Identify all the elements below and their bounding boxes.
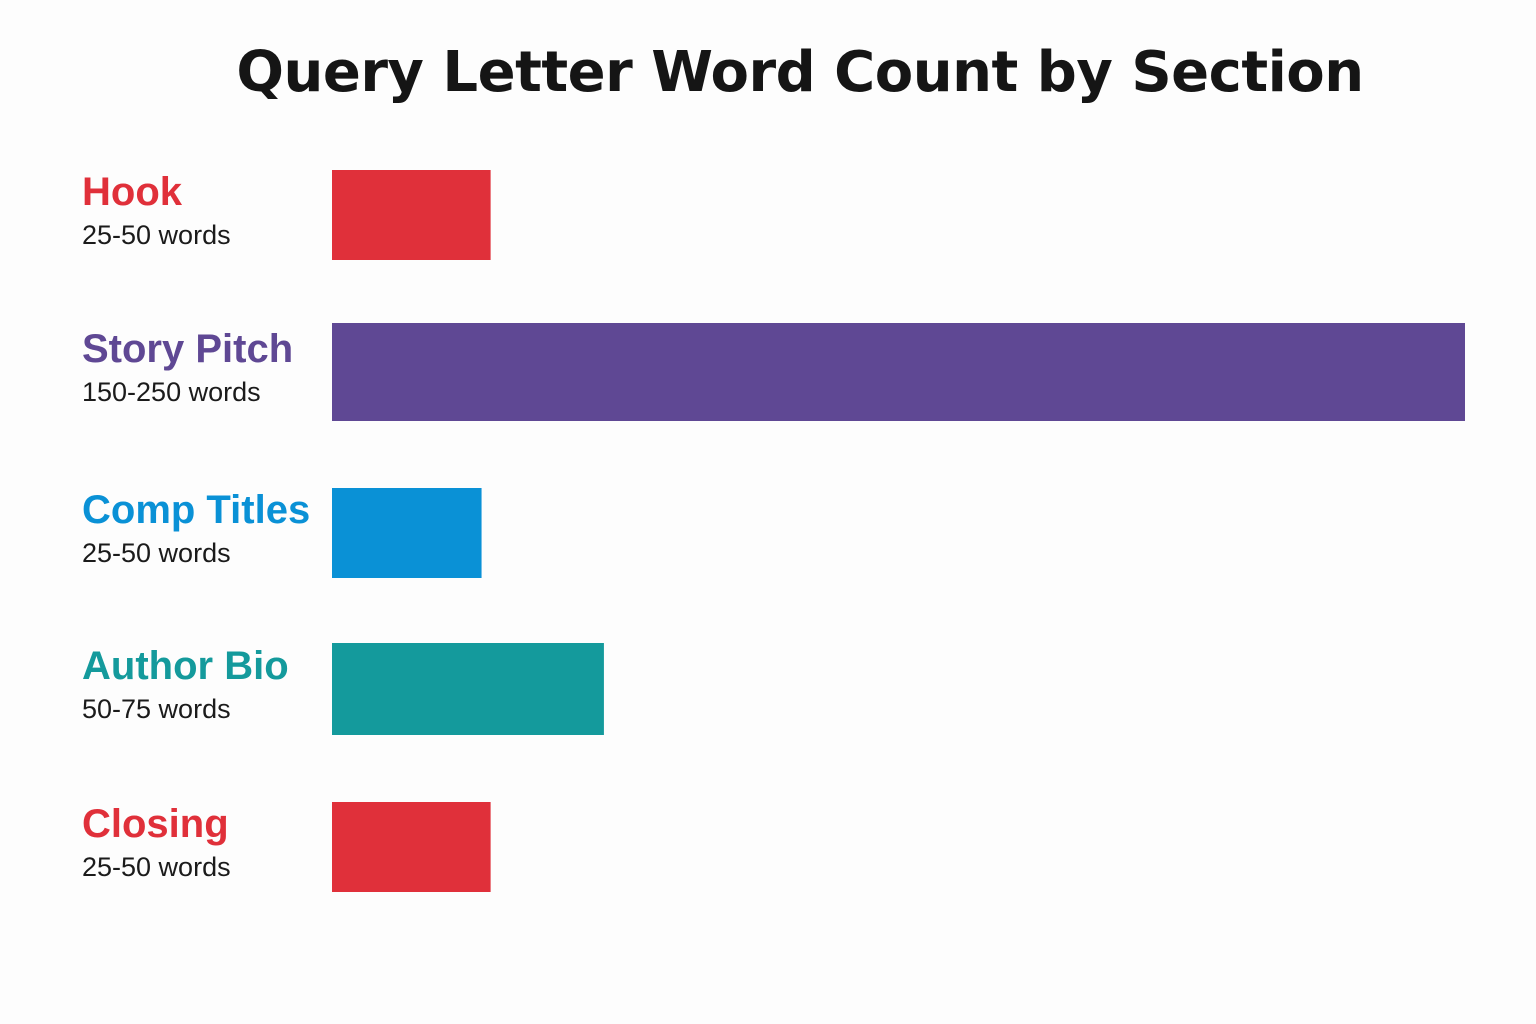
bar-story-pitch [332, 323, 1465, 421]
bar-comp-titles [332, 488, 482, 578]
category-label: Comp Titles [82, 488, 310, 532]
bar-hook [332, 170, 491, 260]
bars-layer [332, 170, 1465, 892]
word-range-label: 25-50 words [82, 852, 231, 882]
word-range-label: 50-75 words [82, 694, 231, 724]
word-range-label: 150-250 words [82, 377, 261, 407]
bar-closing [332, 802, 491, 892]
word-range-label: 25-50 words [82, 220, 231, 250]
category-label: Closing [82, 802, 229, 846]
chart-title: Query Letter Word Count by Section [236, 40, 1364, 105]
bar-author-bio [332, 643, 604, 735]
labels-layer: Hook 25-50 words Story Pitch 150-250 words C… [82, 170, 310, 882]
word-range-label: 25-50 words [82, 538, 231, 568]
category-label: Hook [82, 170, 183, 214]
category-label: Story Pitch [82, 327, 293, 371]
category-label: Author Bio [82, 644, 289, 688]
